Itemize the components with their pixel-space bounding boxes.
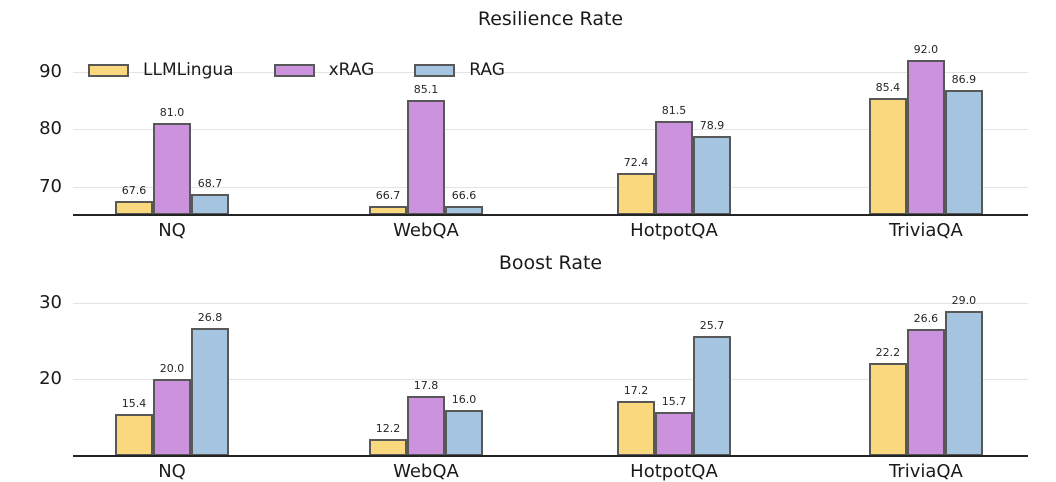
legend-swatch-rag [414, 63, 456, 77]
bar-rag-triviaqa [944, 310, 983, 456]
bar-xrag-nq [153, 123, 192, 215]
bar-llmlingua-hotpotqa [616, 400, 655, 456]
x-tick-label-nq: NQ [158, 461, 186, 482]
bar-value-label: 92.0 [913, 43, 939, 57]
x-tick-label-webqa: WebQA [393, 220, 459, 241]
bar-xrag-triviaqa [906, 329, 945, 456]
legend-item-rag: RAG [414, 60, 505, 80]
y-tick-label-20: 20 [39, 368, 62, 390]
bar-value-label: 85.1 [413, 82, 439, 96]
bar-rag-triviaqa [944, 89, 983, 215]
bar-value-label: 78.9 [699, 118, 725, 132]
chart-title-resilience-rate: Resilience Rate [477, 8, 624, 30]
y-tick-label-80: 80 [39, 118, 62, 140]
bar-llmlingua-triviaqa [868, 98, 907, 215]
bar-value-label: 81.0 [159, 106, 185, 120]
bar-rag-hotpotqa [692, 135, 731, 215]
bar-value-label: 26.8 [197, 310, 223, 324]
legend-swatch-llmlingua [88, 63, 129, 77]
x-tick-label-triviaqa: TriviaQA [888, 220, 963, 241]
y-tick-label-90: 90 [39, 60, 62, 82]
y-tick-label-30: 30 [39, 292, 62, 314]
legend-label-llmlingua: LLMLingua [143, 60, 234, 80]
bar-rag-hotpotqa [692, 335, 731, 456]
legend-swatch-xrag [273, 63, 315, 77]
x-axis-line [73, 455, 1028, 457]
bar-rag-webqa [444, 409, 483, 456]
bar-xrag-webqa [406, 395, 445, 456]
x-tick-label-nq: NQ [158, 220, 186, 241]
bar-value-label: 85.4 [875, 81, 901, 95]
bar-value-label: 68.7 [197, 177, 223, 191]
bar-value-label: 17.8 [413, 378, 439, 392]
legend-item-llmlingua: LLMLingua [88, 60, 234, 80]
bar-xrag-triviaqa [906, 60, 945, 215]
legend-item-xrag: xRAG [273, 60, 375, 80]
chart-title-boost-rate: Boost Rate [498, 252, 603, 274]
legend-label-rag: RAG [469, 60, 505, 80]
bar-rag-nq [191, 194, 230, 215]
bar-llmlingua-nq [115, 414, 154, 456]
gridline-20 [73, 379, 1028, 381]
bar-llmlingua-webqa [368, 205, 407, 215]
x-tick-label-webqa: WebQA [393, 461, 459, 482]
bar-value-label: 72.4 [623, 155, 649, 169]
plot-area-boost-rate: 15.4 20.0 26.8 12.2 17.8 16.0 17.2 15.7 25.7 22.2… [73, 285, 1028, 457]
bar-value-label: 66.7 [375, 188, 401, 202]
bar-value-label: 12.2 [375, 421, 401, 435]
x-tick-label-triviaqa: TriviaQA [888, 461, 963, 482]
bar-value-label: 29.0 [951, 293, 977, 307]
bar-value-label: 67.6 [121, 183, 147, 197]
bar-value-label: 81.5 [661, 103, 687, 117]
legend: LLMLingua xRAG RAG [88, 60, 505, 80]
bar-value-label: 86.9 [951, 72, 977, 86]
bar-rag-nq [191, 327, 230, 456]
bar-value-label: 15.4 [121, 397, 147, 411]
bar-llmlingua-hotpotqa [616, 172, 655, 215]
gridline-80 [73, 129, 1028, 131]
bar-value-label: 22.2 [875, 345, 901, 359]
bar-llmlingua-nq [115, 200, 154, 215]
bar-value-label: 66.6 [451, 189, 477, 203]
bar-value-label: 20.0 [159, 362, 185, 376]
bar-value-label: 17.2 [623, 383, 649, 397]
gridline-30 [73, 303, 1028, 305]
y-tick-label-70: 70 [39, 175, 62, 197]
x-tick-label-hotpotqa: HotpotQA [630, 220, 718, 241]
bar-xrag-hotpotqa [654, 120, 693, 215]
bar-value-label: 25.7 [699, 318, 725, 332]
bar-xrag-hotpotqa [654, 411, 693, 456]
bar-value-label: 16.0 [451, 392, 477, 406]
gridline-90 [73, 71, 1028, 73]
x-tick-label-hotpotqa: HotpotQA [630, 461, 718, 482]
x-axis-line [73, 214, 1028, 216]
legend-label-xrag: xRAG [328, 60, 375, 80]
bar-llmlingua-webqa [368, 438, 407, 456]
bar-xrag-nq [153, 379, 192, 456]
bar-xrag-webqa [406, 99, 445, 215]
bar-value-label: 26.6 [913, 312, 939, 326]
bar-llmlingua-triviaqa [868, 362, 907, 456]
gridline-70 [73, 186, 1028, 188]
plot-area-resilience-rate: 67.6 81.0 68.7 66.7 85.1 66.6 72.4 81.5 78.9 85.4… [73, 40, 1028, 216]
bar-value-label: 15.7 [661, 394, 687, 408]
